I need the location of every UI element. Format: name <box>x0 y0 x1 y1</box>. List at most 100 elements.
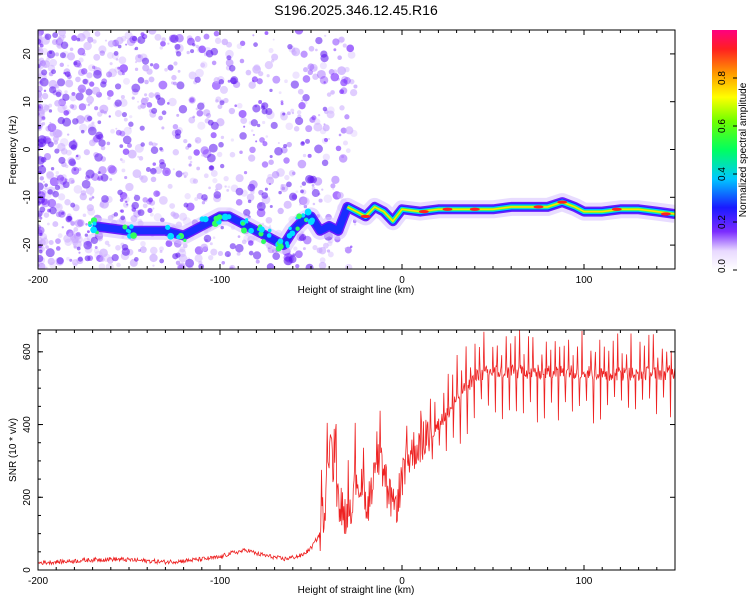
heatmap-speckle <box>49 121 52 124</box>
heatmap-speckle <box>167 42 170 45</box>
heatmap-speckle <box>201 201 206 205</box>
heatmap-speckle <box>308 45 315 52</box>
figure-title: S196.2025.346.12.45.R16 <box>274 2 438 18</box>
heatmap-cluster <box>210 47 219 56</box>
heatmap-speckle <box>322 124 330 132</box>
heatmap-speckle <box>278 91 282 95</box>
heatmap-speckle <box>264 60 274 70</box>
heatmap-cluster <box>226 55 232 61</box>
ridge-blob <box>129 224 134 229</box>
heatmap-cluster <box>39 232 43 237</box>
heatmap-speckle <box>77 84 87 93</box>
heatmap-cluster <box>46 50 56 59</box>
heatmap-speckle <box>323 242 329 249</box>
heatmap-cluster <box>100 81 107 88</box>
heatmap-speckle <box>105 262 114 269</box>
heatmap-speckle <box>283 157 290 164</box>
heatmap-cluster <box>269 88 273 93</box>
heatmap-speckle <box>292 71 300 79</box>
heatmap-speckle <box>189 160 193 164</box>
heatmap-cluster <box>128 121 134 127</box>
heatmap-speckle <box>212 236 216 239</box>
heatmap-speckle <box>125 200 128 204</box>
heatmap-speckle <box>129 127 132 130</box>
heatmap-cluster <box>247 183 256 192</box>
heatmap-speckle <box>146 102 153 108</box>
heatmap-speckle <box>64 178 68 182</box>
heatmap-speckle <box>81 68 88 75</box>
heatmap-speckle <box>41 116 46 120</box>
colorbar-gradient <box>712 30 737 270</box>
heatmap-speckle <box>252 65 261 74</box>
heatmap-cluster <box>172 253 179 260</box>
heatmap-speckle <box>321 188 324 191</box>
heatmap-cluster <box>302 93 310 102</box>
heatmap-cluster <box>176 81 185 90</box>
heatmap-cluster <box>131 201 139 210</box>
heatmap-cluster <box>52 190 59 198</box>
heatmap-cluster <box>47 189 53 195</box>
heatmap-cluster <box>290 80 299 89</box>
spectrogram-ytick-label: -10 <box>22 190 33 205</box>
heatmap-cluster <box>207 153 216 163</box>
heatmap-speckle <box>119 158 123 161</box>
heatmap-cluster <box>85 88 93 96</box>
heatmap-cluster <box>266 263 275 269</box>
heatmap-cluster <box>83 240 93 250</box>
heatmap-speckle <box>265 216 273 224</box>
heatmap-speckle <box>342 140 348 146</box>
heatmap-speckle <box>161 37 166 42</box>
heatmap-speckle <box>175 260 181 266</box>
heatmap-speckle <box>227 185 231 189</box>
heatmap-cluster <box>122 135 132 145</box>
heatmap-cluster <box>288 192 298 201</box>
heatmap-cluster <box>119 144 124 148</box>
heatmap-speckle <box>132 169 142 178</box>
heatmap-speckle <box>303 204 308 209</box>
heatmap-cluster <box>77 256 83 262</box>
heatmap-speckle <box>223 175 229 182</box>
heatmap-speckle <box>149 246 158 255</box>
heatmap-speckle <box>75 76 81 83</box>
heatmap-cluster <box>94 153 103 162</box>
heatmap-speckle <box>93 53 101 61</box>
heatmap-cluster <box>131 83 141 93</box>
heatmap-cluster <box>269 154 273 159</box>
heatmap-cluster <box>301 181 307 186</box>
heatmap-speckle <box>327 251 334 258</box>
heatmap-speckle <box>116 36 124 45</box>
heatmap-speckle <box>39 176 44 181</box>
heatmap-speckle <box>188 71 197 80</box>
heatmap-cluster <box>295 116 304 126</box>
heatmap-speckle <box>250 129 254 132</box>
heatmap-cluster <box>75 92 84 101</box>
snr-ytick-label: 600 <box>22 343 33 360</box>
heatmap-cluster <box>220 225 224 230</box>
heatmap-speckle <box>57 233 63 239</box>
heatmap-cluster <box>272 252 281 260</box>
heatmap-speckle <box>67 232 73 238</box>
ridge-blob <box>305 218 309 222</box>
heatmap-speckle <box>339 105 345 111</box>
heatmap-speckle <box>344 247 348 250</box>
heatmap-speckle <box>94 246 98 249</box>
heatmap-speckle <box>200 243 209 252</box>
heatmap-speckle <box>49 177 59 187</box>
heatmap-speckle <box>298 196 308 206</box>
heatmap-speckle <box>252 34 255 37</box>
heatmap-speckle <box>189 97 195 103</box>
heatmap-cluster <box>194 76 201 83</box>
heatmap-speckle <box>311 115 317 121</box>
heatmap-speckle <box>38 46 44 56</box>
heatmap-speckle <box>344 66 350 73</box>
heatmap-speckle <box>345 126 354 135</box>
heatmap-cluster <box>62 181 70 189</box>
heatmap-speckle <box>209 242 213 246</box>
heatmap-cluster <box>264 187 268 191</box>
heatmap-cluster <box>269 204 273 208</box>
heatmap-speckle <box>106 51 114 59</box>
heatmap-speckle <box>42 180 46 184</box>
heatmap-cluster <box>287 43 293 50</box>
heatmap-speckle <box>197 121 206 130</box>
